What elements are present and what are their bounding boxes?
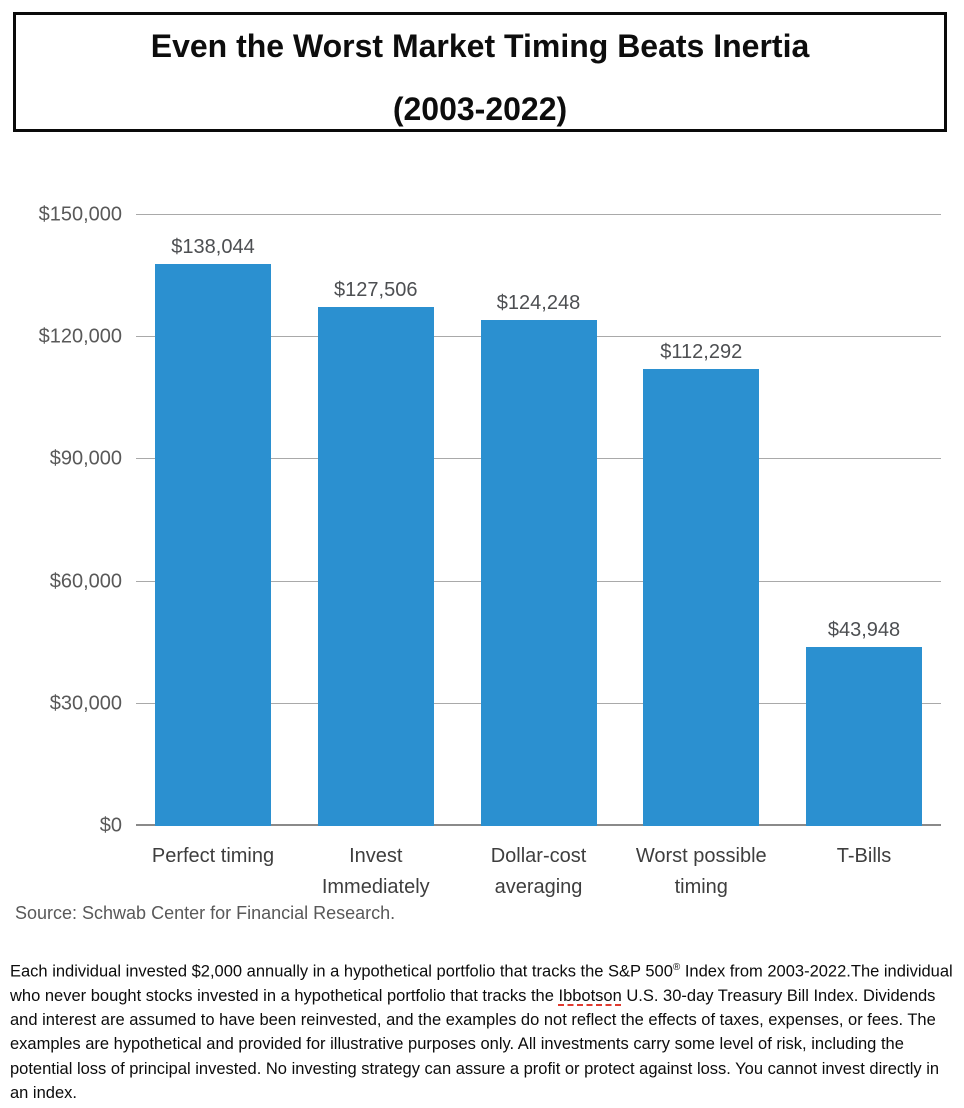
y-tick-label: $30,000 — [49, 692, 122, 715]
bar-group: $43,948 — [806, 619, 922, 826]
x-axis-category-labels: Perfect timing Invest Immediately Dollar-co… — [136, 841, 941, 903]
footnote-segment-1: Each individual invested $2,000 annually… — [10, 962, 673, 981]
bar-value-label: $138,044 — [171, 235, 255, 258]
bar-value-label: $43,948 — [827, 619, 901, 641]
bar — [480, 319, 597, 826]
y-axis-labels: $150,000 $120,000 $90,000 $60,000 $30,000 $0 — [0, 204, 122, 837]
bar-group: $138,044 — [155, 236, 271, 826]
footnote-segment-2: Index from 2003-2022.The individual who … — [10, 962, 953, 1005]
x-category-label: Worst possible timing — [635, 845, 767, 898]
bar-group: $124,248 — [480, 291, 597, 826]
bar-value-label: $112,292 — [660, 340, 743, 363]
x-category-label: T-Bills — [836, 845, 892, 867]
bar-value-label: $124,248 — [496, 291, 581, 314]
source-note: Source: Schwab Center for Financial Rese… — [15, 903, 396, 923]
y-tick-label: $90,000 — [49, 447, 122, 470]
bar-row: $138,044 $127,506 $124,248 $112,292 $43,948 — [136, 236, 941, 826]
x-category-label: Perfect timing — [151, 845, 275, 867]
registered-trademark-symbol: ® — [672, 962, 681, 973]
y-tick-label: $150,000 — [38, 203, 122, 226]
bar — [806, 647, 922, 826]
bar — [317, 306, 434, 826]
misspelled-word-underline: Ibbotson — [558, 986, 622, 1005]
y-tick-label: $120,000 — [38, 325, 122, 348]
chart-title: Even the Worst Market Timing Beats Inert… — [150, 28, 810, 64]
x-category-label: Invest Immediately — [321, 845, 430, 898]
x-category-label: Dollar-cost averaging — [490, 845, 587, 898]
bar-chart: $150,000 $120,000 $90,000 $60,000 $30,000 $0 … — [0, 204, 964, 935]
bar-group: $127,506 — [317, 278, 434, 826]
bar — [643, 368, 760, 826]
y-tick-label: $0 — [99, 814, 122, 837]
y-tick-label: $60,000 — [49, 570, 122, 593]
plot-area: $138,044 $127,506 $124,248 $112,292 $43,948 — [136, 214, 941, 826]
bar — [155, 263, 271, 826]
chart-title-box: Even the Worst Market Timing Beats Inert… — [13, 12, 947, 132]
footnote-disclaimer: Each individual invested $2,000 annually… — [10, 956, 958, 1105]
gridline — [136, 214, 941, 215]
bar-group: $112,292 — [643, 340, 760, 826]
bar-value-label: $127,506 — [334, 278, 418, 301]
footnote-segment-3: U.S. 30-day Treasury Bill Index. Dividen… — [10, 986, 940, 1102]
chart-subtitle-years: (2003-2022) — [392, 91, 568, 127]
